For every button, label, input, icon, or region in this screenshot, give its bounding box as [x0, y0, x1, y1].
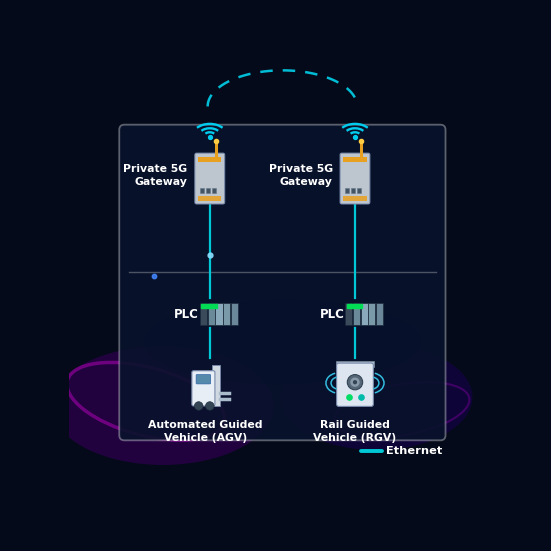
Ellipse shape — [144, 300, 421, 385]
FancyBboxPatch shape — [200, 188, 204, 193]
Circle shape — [206, 402, 214, 410]
FancyBboxPatch shape — [368, 303, 375, 325]
FancyBboxPatch shape — [336, 361, 374, 366]
Circle shape — [353, 380, 357, 385]
Text: Automated Guided
Vehicle (AGV): Automated Guided Vehicle (AGV) — [148, 419, 263, 443]
Ellipse shape — [52, 346, 274, 465]
FancyBboxPatch shape — [212, 365, 220, 406]
Ellipse shape — [280, 344, 472, 450]
FancyBboxPatch shape — [206, 188, 210, 193]
FancyBboxPatch shape — [192, 371, 215, 406]
FancyBboxPatch shape — [223, 303, 230, 325]
FancyBboxPatch shape — [215, 303, 223, 325]
FancyBboxPatch shape — [340, 153, 370, 204]
FancyBboxPatch shape — [119, 125, 446, 440]
FancyBboxPatch shape — [360, 303, 368, 325]
FancyBboxPatch shape — [357, 188, 361, 193]
FancyBboxPatch shape — [376, 303, 383, 325]
FancyBboxPatch shape — [345, 188, 349, 193]
FancyBboxPatch shape — [231, 303, 238, 325]
FancyBboxPatch shape — [195, 153, 225, 204]
Circle shape — [350, 377, 360, 387]
FancyBboxPatch shape — [351, 188, 355, 193]
FancyBboxPatch shape — [198, 157, 222, 163]
FancyBboxPatch shape — [196, 375, 210, 384]
Circle shape — [347, 375, 363, 390]
FancyBboxPatch shape — [198, 196, 222, 201]
Text: Rail Guided
Vehicle (RGV): Rail Guided Vehicle (RGV) — [314, 419, 397, 443]
Text: Private 5G
Gateway: Private 5G Gateway — [269, 164, 333, 187]
Text: PLC: PLC — [174, 308, 199, 321]
FancyBboxPatch shape — [212, 188, 216, 193]
FancyBboxPatch shape — [337, 363, 374, 407]
FancyBboxPatch shape — [200, 303, 207, 325]
Text: PLC: PLC — [320, 308, 344, 321]
Text: Ethernet: Ethernet — [386, 446, 442, 456]
FancyBboxPatch shape — [353, 303, 360, 325]
FancyBboxPatch shape — [208, 303, 215, 325]
Circle shape — [195, 402, 203, 410]
FancyBboxPatch shape — [345, 303, 353, 325]
FancyBboxPatch shape — [343, 157, 366, 163]
FancyBboxPatch shape — [343, 196, 366, 201]
Text: Private 5G
Gateway: Private 5G Gateway — [123, 164, 187, 187]
